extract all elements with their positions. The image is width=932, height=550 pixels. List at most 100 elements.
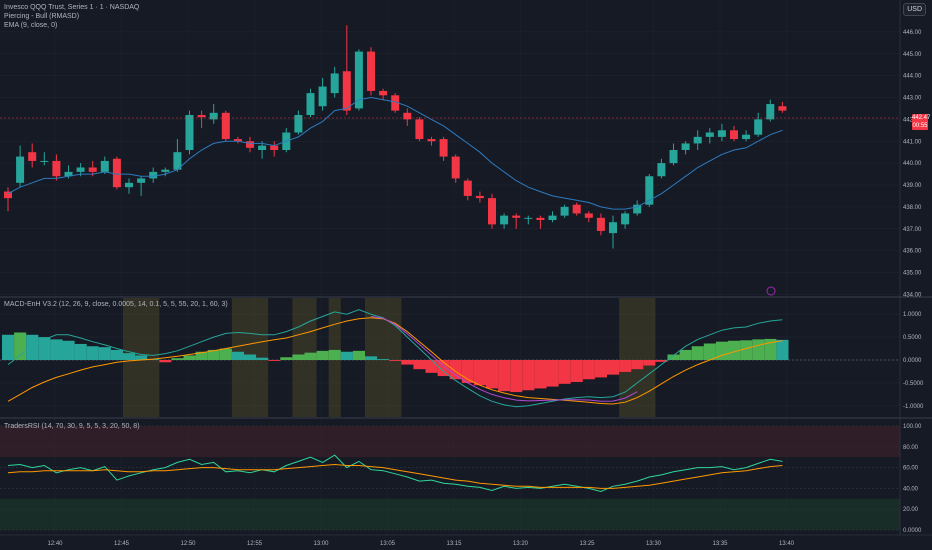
candle-body — [149, 171, 158, 179]
macd-histogram-bar — [280, 357, 293, 360]
rsi-indicator-title[interactable]: TradersRSI (14, 70, 30, 9, 5, 5, 3, 20, … — [4, 423, 140, 430]
candle-body — [28, 152, 37, 161]
candle-body — [173, 152, 182, 170]
candle-body — [609, 222, 617, 234]
candle-body — [318, 86, 327, 107]
macd-histogram-bar — [643, 360, 656, 366]
rsi-tick-label: 40.00 — [903, 486, 919, 492]
candle-body — [705, 132, 714, 137]
candle-body — [621, 213, 630, 225]
candle-body — [342, 71, 351, 111]
pattern-indicator-title[interactable]: Piercing - Bull (RMASD) — [4, 13, 80, 20]
candle-body — [197, 115, 206, 118]
macd-histogram-bar — [691, 346, 704, 360]
candlestick-series — [4, 25, 787, 249]
macd-histogram-bar — [510, 360, 523, 393]
candle-body — [439, 139, 448, 157]
candle-body — [246, 141, 254, 148]
macd-histogram-bar — [195, 351, 208, 360]
candle-body — [572, 204, 581, 214]
last-price-value: 442.47 — [912, 115, 931, 121]
candle-body — [475, 195, 484, 199]
ema-line — [7, 96, 783, 210]
candle-body — [584, 213, 593, 218]
candle-body — [742, 134, 751, 140]
candle-body — [451, 156, 460, 179]
rsi-oversold-band — [0, 498, 900, 530]
macd-indicator-title[interactable]: MACD-EnH V3.2 (12, 26, 9, close, 0.0005,… — [4, 301, 228, 308]
macd-histogram-bar — [582, 360, 595, 380]
ema-indicator-title[interactable]: EMA (9, close, 0) — [4, 22, 58, 29]
price-tick-label: 445.00 — [903, 52, 922, 58]
price-tick-label: 434.00 — [903, 292, 922, 298]
price-tick-label: 435.00 — [903, 271, 922, 277]
macd-histogram-bar — [219, 348, 232, 360]
macd-histogram-bar — [776, 339, 789, 360]
macd-histogram-bar — [425, 360, 438, 373]
macd-histogram-bar — [352, 350, 365, 360]
time-tick-label: 13:20 — [513, 541, 529, 547]
symbol-title[interactable]: Invesco QQQ Trust, Series 1 · 1 · NASDAQ — [4, 4, 140, 11]
candle-body — [657, 163, 666, 177]
macd-histogram-bar — [764, 338, 777, 360]
macd-histogram-bar — [135, 355, 148, 360]
time-tick-label: 13:15 — [446, 541, 462, 547]
macd-legend[interactable]: MACD-EnH V3.2 (12, 26, 9, close, 0.0005,… — [4, 300, 228, 309]
candle-body — [221, 112, 230, 140]
macd-histogram-bar — [486, 360, 499, 389]
currency-button[interactable]: USD — [903, 3, 926, 16]
candle-body — [330, 73, 339, 94]
macd-histogram-bar — [26, 334, 39, 360]
macd-histogram-bar — [728, 340, 741, 360]
rsi-tick-label: 60.00 — [903, 466, 919, 472]
price-tick-label: 440.00 — [903, 161, 922, 167]
time-tick-label: 12:40 — [47, 541, 63, 547]
macd-histogram-bar — [413, 360, 426, 370]
rsi-tick-label: 0.0000 — [903, 528, 922, 534]
candle-body — [125, 182, 133, 188]
candle-body — [209, 112, 218, 120]
macd-signal-line — [7, 317, 783, 405]
rsi-legend[interactable]: TradersRSI (14, 70, 30, 9, 5, 5, 3, 20, … — [4, 422, 140, 431]
candle-body — [185, 115, 194, 150]
macd-tick-label: 1.0000 — [903, 312, 922, 318]
macd-histogram-bar — [703, 343, 716, 360]
time-tick-label: 12:45 — [114, 541, 130, 547]
candle-body — [294, 115, 303, 133]
time-tick-label: 12:55 — [247, 541, 263, 547]
candle-body — [88, 167, 97, 172]
macd-histogram-bar — [534, 360, 547, 389]
candle-body — [4, 191, 12, 199]
price-tick-label: 437.00 — [903, 227, 922, 233]
price-tick-label: 438.00 — [903, 205, 922, 211]
candle-body — [754, 119, 763, 135]
macd-histogram-bar — [570, 360, 583, 382]
macd-histogram-bar — [631, 360, 644, 370]
macd-histogram-bar — [316, 350, 329, 360]
macd-histogram-bar — [401, 360, 414, 365]
rsi-signal-line — [7, 463, 783, 489]
macd-histogram-bar — [365, 356, 378, 360]
price-pane-bg — [0, 0, 900, 297]
macd-histogram-bar — [498, 360, 511, 392]
candle-body — [596, 217, 605, 231]
macd-line — [7, 309, 783, 408]
macd-histogram-bar — [377, 359, 390, 360]
candle-body — [778, 106, 787, 111]
macd-tick-label: -1.0000 — [903, 404, 924, 410]
macd-histogram-bar — [449, 360, 462, 380]
macd-histogram-bar — [655, 360, 668, 362]
candle-body — [52, 160, 61, 177]
time-tick-label: 13:25 — [579, 541, 595, 547]
macd-tick-label: 0.0000 — [903, 358, 922, 364]
candle-body — [427, 139, 436, 142]
candle-body — [717, 130, 726, 137]
macd-histogram-bar — [594, 360, 607, 378]
candle-body — [633, 204, 642, 214]
macd-histogram-bar — [304, 352, 317, 360]
earnings-icon[interactable] — [766, 286, 776, 296]
macd-histogram-bar — [74, 343, 87, 360]
candle-body — [645, 176, 654, 205]
macd-histogram-bar — [558, 360, 571, 384]
